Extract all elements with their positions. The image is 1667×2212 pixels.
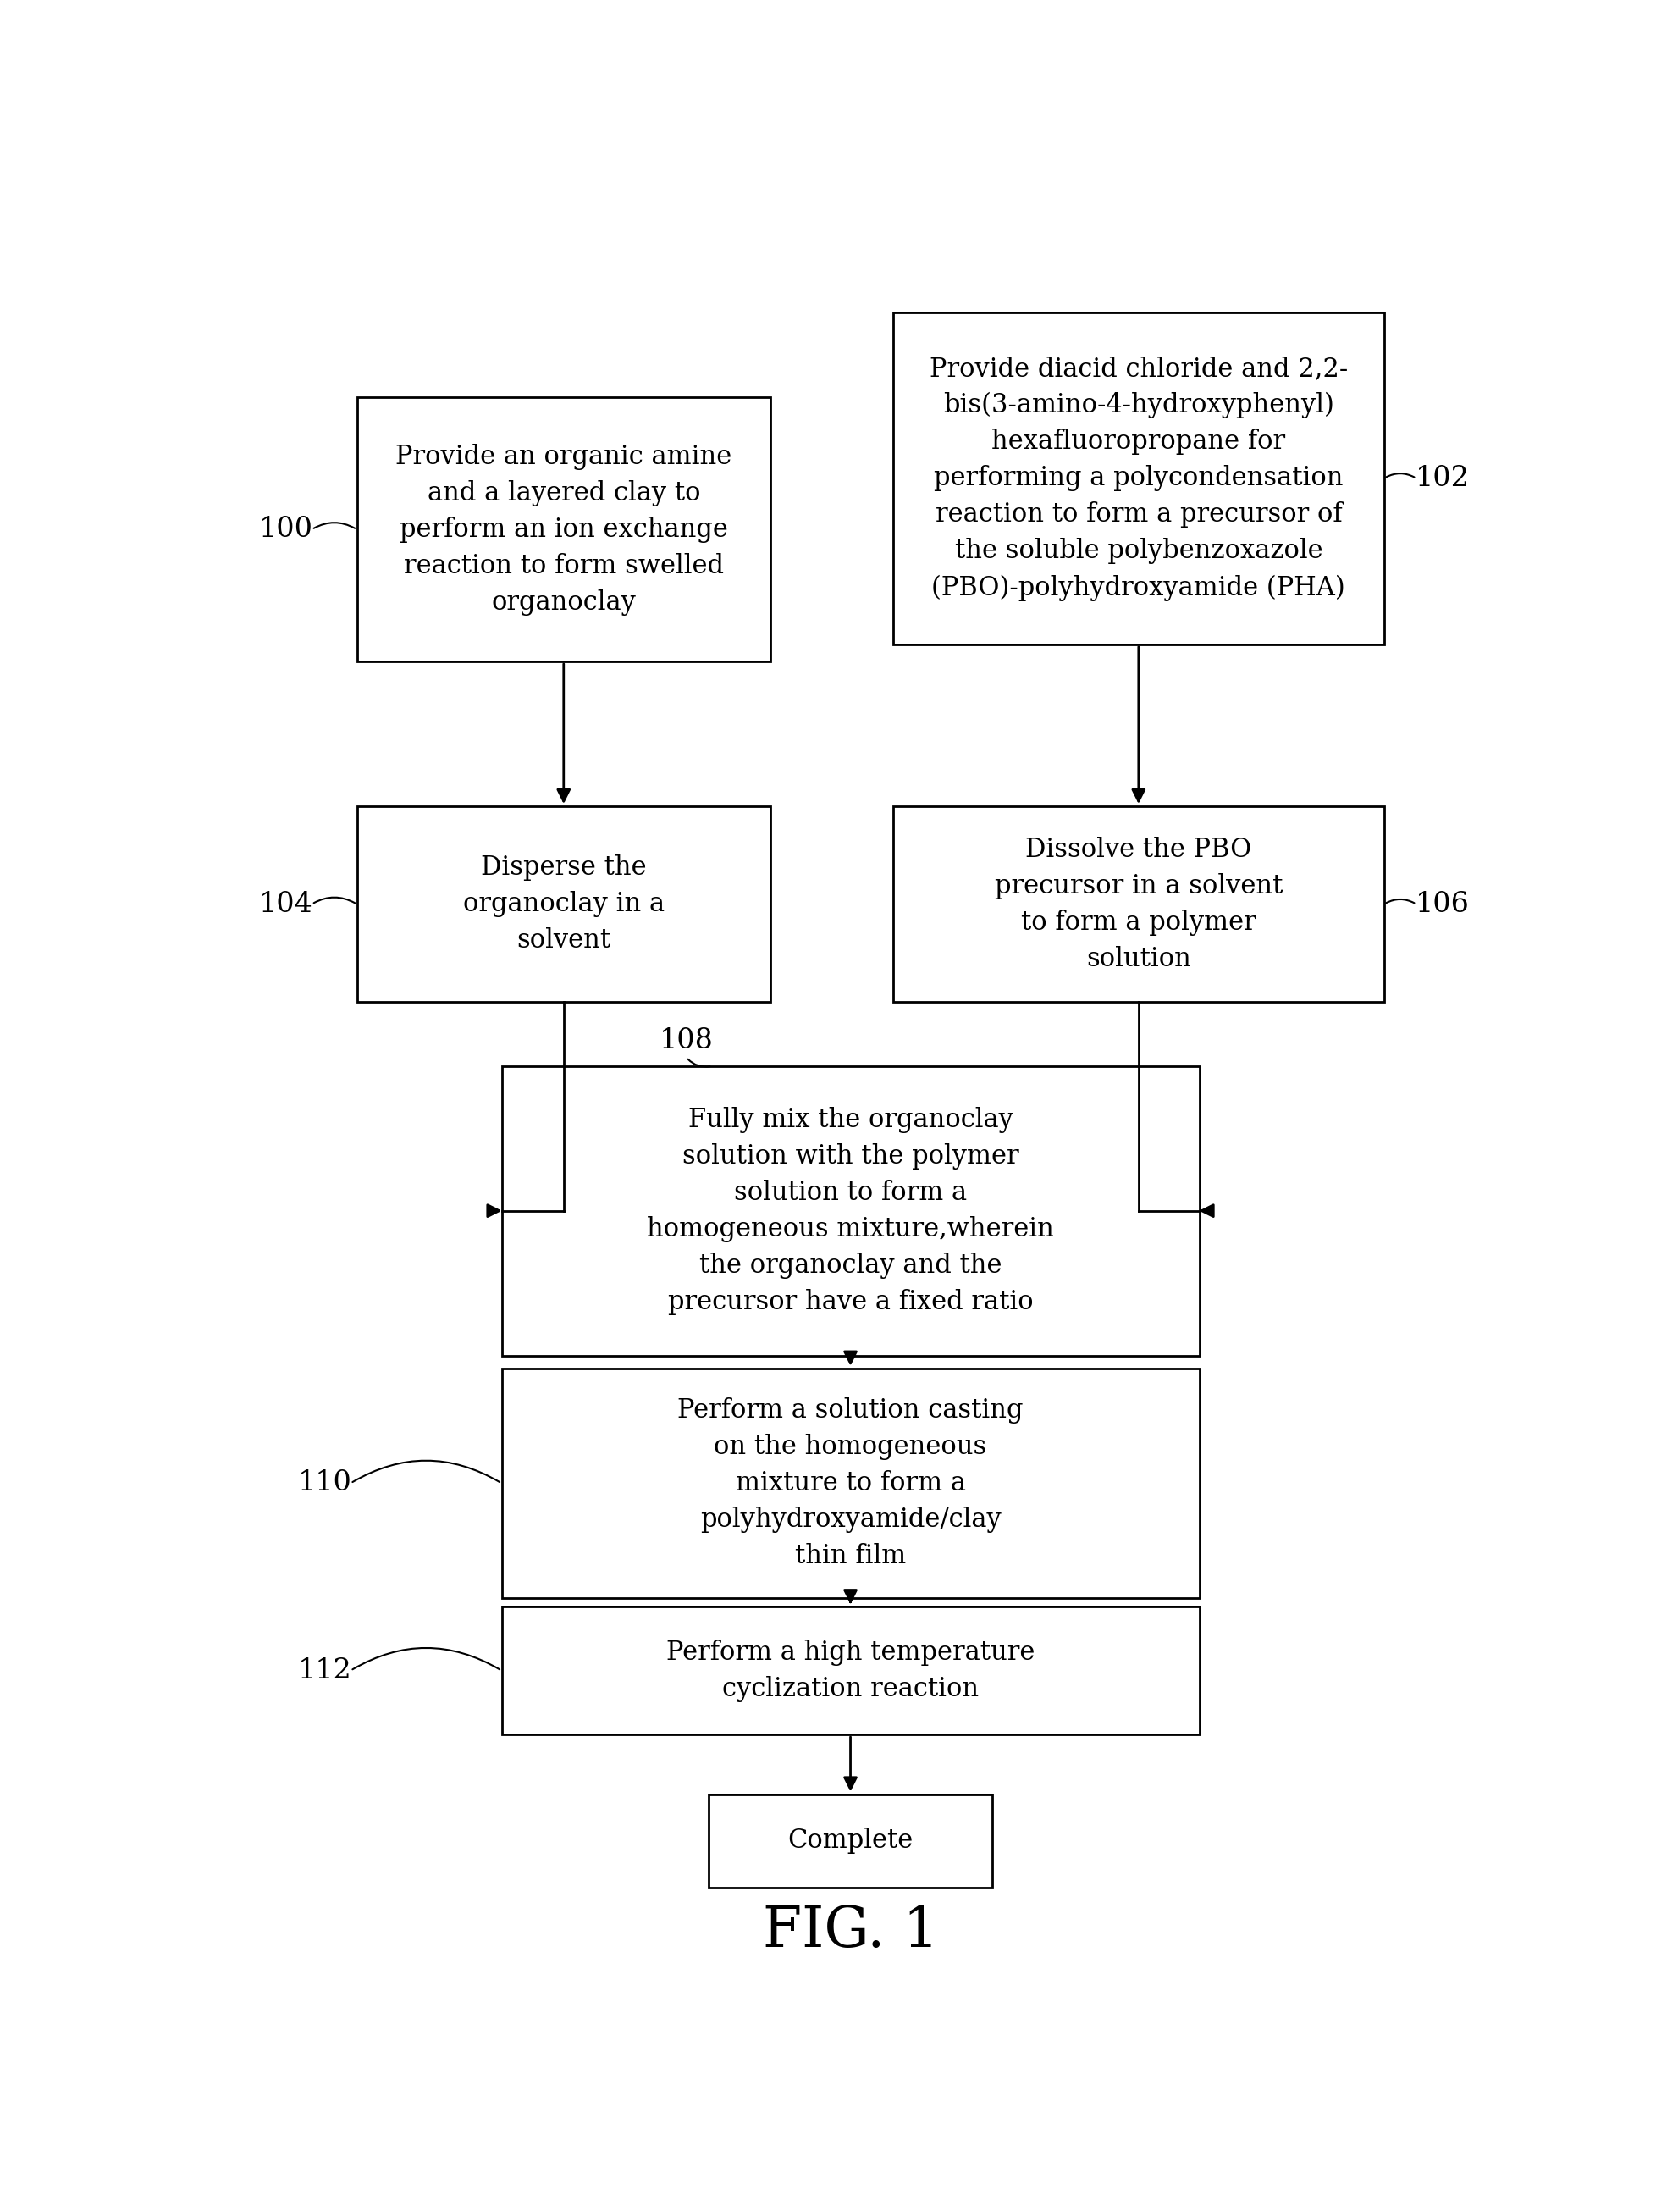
Text: 102: 102 bbox=[1415, 465, 1469, 491]
Bar bbox=[357, 398, 770, 661]
Text: Fully mix the organoclay
solution with the polymer
solution to form a
homogeneou: Fully mix the organoclay solution with t… bbox=[647, 1106, 1054, 1314]
Bar bbox=[502, 1066, 1199, 1356]
Text: 112: 112 bbox=[298, 1657, 352, 1683]
Bar bbox=[502, 1606, 1199, 1734]
Text: 104: 104 bbox=[258, 891, 313, 918]
Text: Perform a solution casting
on the homogeneous
mixture to form a
polyhydroxyamide: Perform a solution casting on the homoge… bbox=[677, 1398, 1024, 1568]
Text: Perform a high temperature
cyclization reaction: Perform a high temperature cyclization r… bbox=[667, 1639, 1035, 1701]
Text: Provide diacid chloride and 2,2-
bis(3-amino-4-hydroxyphenyl)
hexafluoropropane : Provide diacid chloride and 2,2- bis(3-a… bbox=[929, 356, 1349, 602]
Text: 100: 100 bbox=[258, 515, 313, 542]
Text: Dissolve the PBO
precursor in a solvent
to form a polymer
solution: Dissolve the PBO precursor in a solvent … bbox=[995, 836, 1282, 971]
Bar bbox=[502, 1369, 1199, 1599]
Bar bbox=[894, 805, 1384, 1002]
Bar bbox=[708, 1794, 992, 1887]
Text: 108: 108 bbox=[660, 1026, 713, 1053]
Text: Complete: Complete bbox=[788, 1827, 914, 1854]
Bar bbox=[357, 805, 770, 1002]
Text: 106: 106 bbox=[1415, 891, 1469, 918]
Text: Provide an organic amine
and a layered clay to
perform an ion exchange
reaction : Provide an organic amine and a layered c… bbox=[395, 442, 732, 615]
Text: 110: 110 bbox=[298, 1469, 352, 1498]
Bar bbox=[894, 312, 1384, 644]
Text: Disperse the
organoclay in a
solvent: Disperse the organoclay in a solvent bbox=[463, 854, 665, 953]
Text: FIG. 1: FIG. 1 bbox=[762, 1905, 939, 1960]
